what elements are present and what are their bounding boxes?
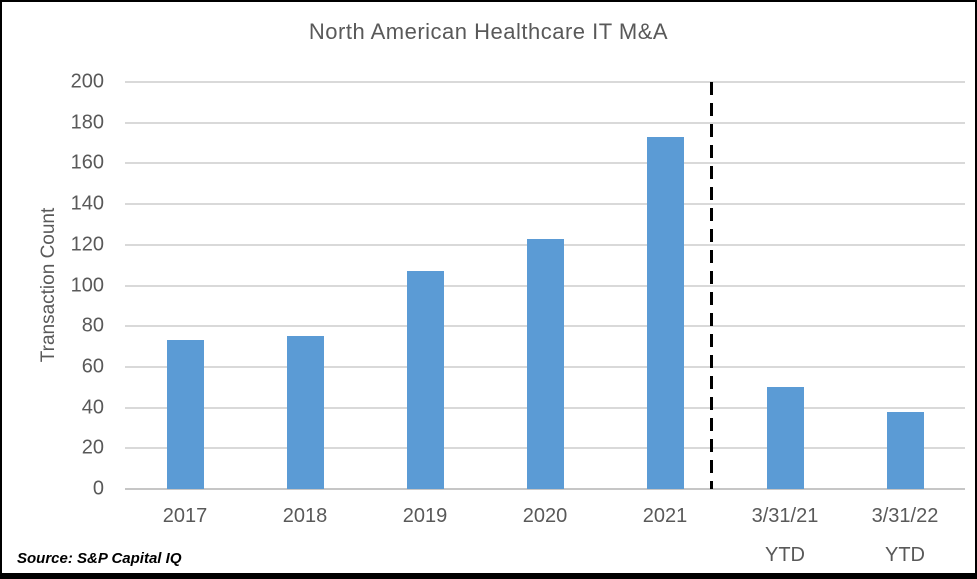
bar-2018 xyxy=(286,336,324,489)
x-axis-label-3/31/22 YTD: 3/31/22 YTD xyxy=(871,505,939,566)
y-axis-tick-labels: 0 20 40 60 80 100 120 140 160 180 200 xyxy=(2,71,104,500)
bar-column-2021 xyxy=(605,82,725,489)
plot-area xyxy=(125,81,965,490)
x-axis-label-2019: 2019 xyxy=(402,505,448,527)
y-tick-label-120: 120 xyxy=(70,233,104,256)
gridline-0 xyxy=(125,488,965,490)
x-axis-labels: 2017 2018 2019 2020 2021 3/31/21 YTD 3/31/22 YTD xyxy=(125,497,965,573)
gridline-200 xyxy=(125,81,965,83)
y-tick-label-160: 160 xyxy=(70,151,104,174)
bar-column-2019 xyxy=(365,82,485,489)
gridline-140 xyxy=(125,203,965,206)
bar-2017 xyxy=(166,340,204,489)
x-axis-label-2018: 2018 xyxy=(282,505,328,527)
source-note: Source: S&P Capital IQ xyxy=(17,550,182,567)
y-tick-label-40: 40 xyxy=(81,396,104,419)
bar-column-3/31/21 YTD xyxy=(725,82,845,489)
gridline-160 xyxy=(125,162,965,165)
bar-3/31/21 YTD xyxy=(766,387,804,489)
y-tick-label-60: 60 xyxy=(81,355,104,378)
bar-2020 xyxy=(526,238,564,489)
gridline-180 xyxy=(125,121,965,124)
x-axis-label-2021: 2021 xyxy=(642,505,688,527)
y-tick-label-200: 200 xyxy=(70,70,104,93)
bar-2021 xyxy=(646,136,684,489)
period-divider-dashed-line xyxy=(709,82,713,489)
bar-series xyxy=(125,82,965,489)
y-tick-label-100: 100 xyxy=(70,274,104,296)
x-axis-label-2017: 2017 xyxy=(162,505,208,527)
chart-title: North American Healthcare IT M&A xyxy=(308,19,669,44)
bar-column-2020 xyxy=(485,82,605,489)
bar-3/31/22 YTD xyxy=(886,411,924,489)
y-tick-label-180: 180 xyxy=(70,111,104,134)
bar-column-3/31/22 YTD xyxy=(845,82,965,489)
y-tick-label-0: 0 xyxy=(92,477,104,500)
x-axis-label-2020: 2020 xyxy=(522,505,568,527)
y-tick-label-80: 80 xyxy=(81,314,104,337)
y-tick-label-140: 140 xyxy=(70,192,104,215)
x-axis-label-3/31/21 YTD: 3/31/21 YTD xyxy=(751,505,819,566)
bar-2019 xyxy=(406,271,444,489)
bar-column-2018 xyxy=(245,82,365,489)
y-tick-label-20: 20 xyxy=(81,436,104,459)
bar-column-2017 xyxy=(125,82,245,489)
